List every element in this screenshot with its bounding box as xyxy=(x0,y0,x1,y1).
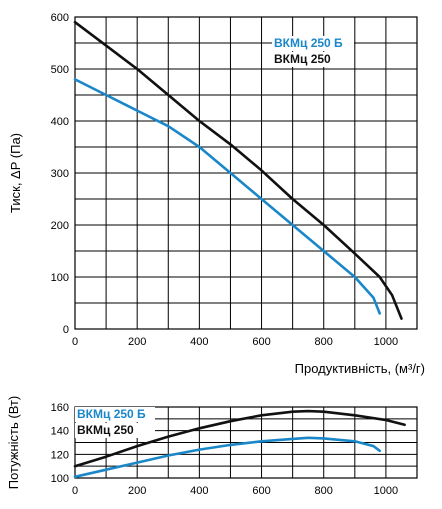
y-tick-label: 500 xyxy=(51,64,69,76)
x-tick-label: 1000 xyxy=(374,485,398,497)
x-tick-label: 600 xyxy=(252,336,270,348)
y-tick-label: 600 xyxy=(51,12,69,24)
x-axis-label: Продуктивність, (м³/г) xyxy=(295,361,425,376)
x-tick-label: 0 xyxy=(72,336,78,348)
x-tick-label: 600 xyxy=(252,485,270,497)
y-tick-label: 120 xyxy=(51,449,69,461)
series-line-1 xyxy=(73,409,406,468)
y-tick-label: 140 xyxy=(51,426,69,438)
plot-frame xyxy=(74,16,418,330)
y-tick-label: 100 xyxy=(51,473,69,485)
legend-background xyxy=(75,423,155,438)
y-tick-label: 100 xyxy=(51,272,69,284)
y-tick-label: 300 xyxy=(51,168,69,180)
y-tick-label: 0 xyxy=(63,324,69,336)
x-tick-label: 800 xyxy=(315,336,333,348)
y-axis-label: Тиск, ΔP (Па) xyxy=(8,133,23,213)
x-tick-label: 1000 xyxy=(374,336,398,348)
legend-entry-1: ВКМц 250 xyxy=(77,423,134,437)
x-tick-label: 800 xyxy=(315,485,333,497)
x-tick-label: 0 xyxy=(72,485,78,497)
legend-background xyxy=(272,36,354,51)
y-axis-label: Потужність (Вт) xyxy=(6,396,21,490)
x-tick-label: 400 xyxy=(190,336,208,348)
x-tick-label: 200 xyxy=(128,336,146,348)
legend-entry-0: ВКМц 250 Б xyxy=(274,36,343,50)
legend-background xyxy=(75,407,155,422)
series-line-0 xyxy=(73,436,382,479)
power-chart: 0 200 400 600 800 1000 100 120 140 160 Потужність … xyxy=(6,396,418,497)
pressure-chart: 0 200 400 600 800 1000 0 100 200 300 400 500 600 Тиск… xyxy=(8,12,425,376)
legend-background xyxy=(272,52,354,67)
legend-entry-0: ВКМц 250 Б xyxy=(77,407,146,421)
x-tick-label: 200 xyxy=(128,485,146,497)
plot-frame xyxy=(74,406,418,479)
series-line-1 xyxy=(73,20,403,320)
series-line-0 xyxy=(73,78,382,315)
legend-entry-1: ВКМц 250 xyxy=(274,52,331,66)
x-tick-label: 400 xyxy=(190,485,208,497)
y-tick-label: 200 xyxy=(51,220,69,232)
y-tick-label: 400 xyxy=(51,116,69,128)
y-tick-label: 160 xyxy=(51,402,69,414)
